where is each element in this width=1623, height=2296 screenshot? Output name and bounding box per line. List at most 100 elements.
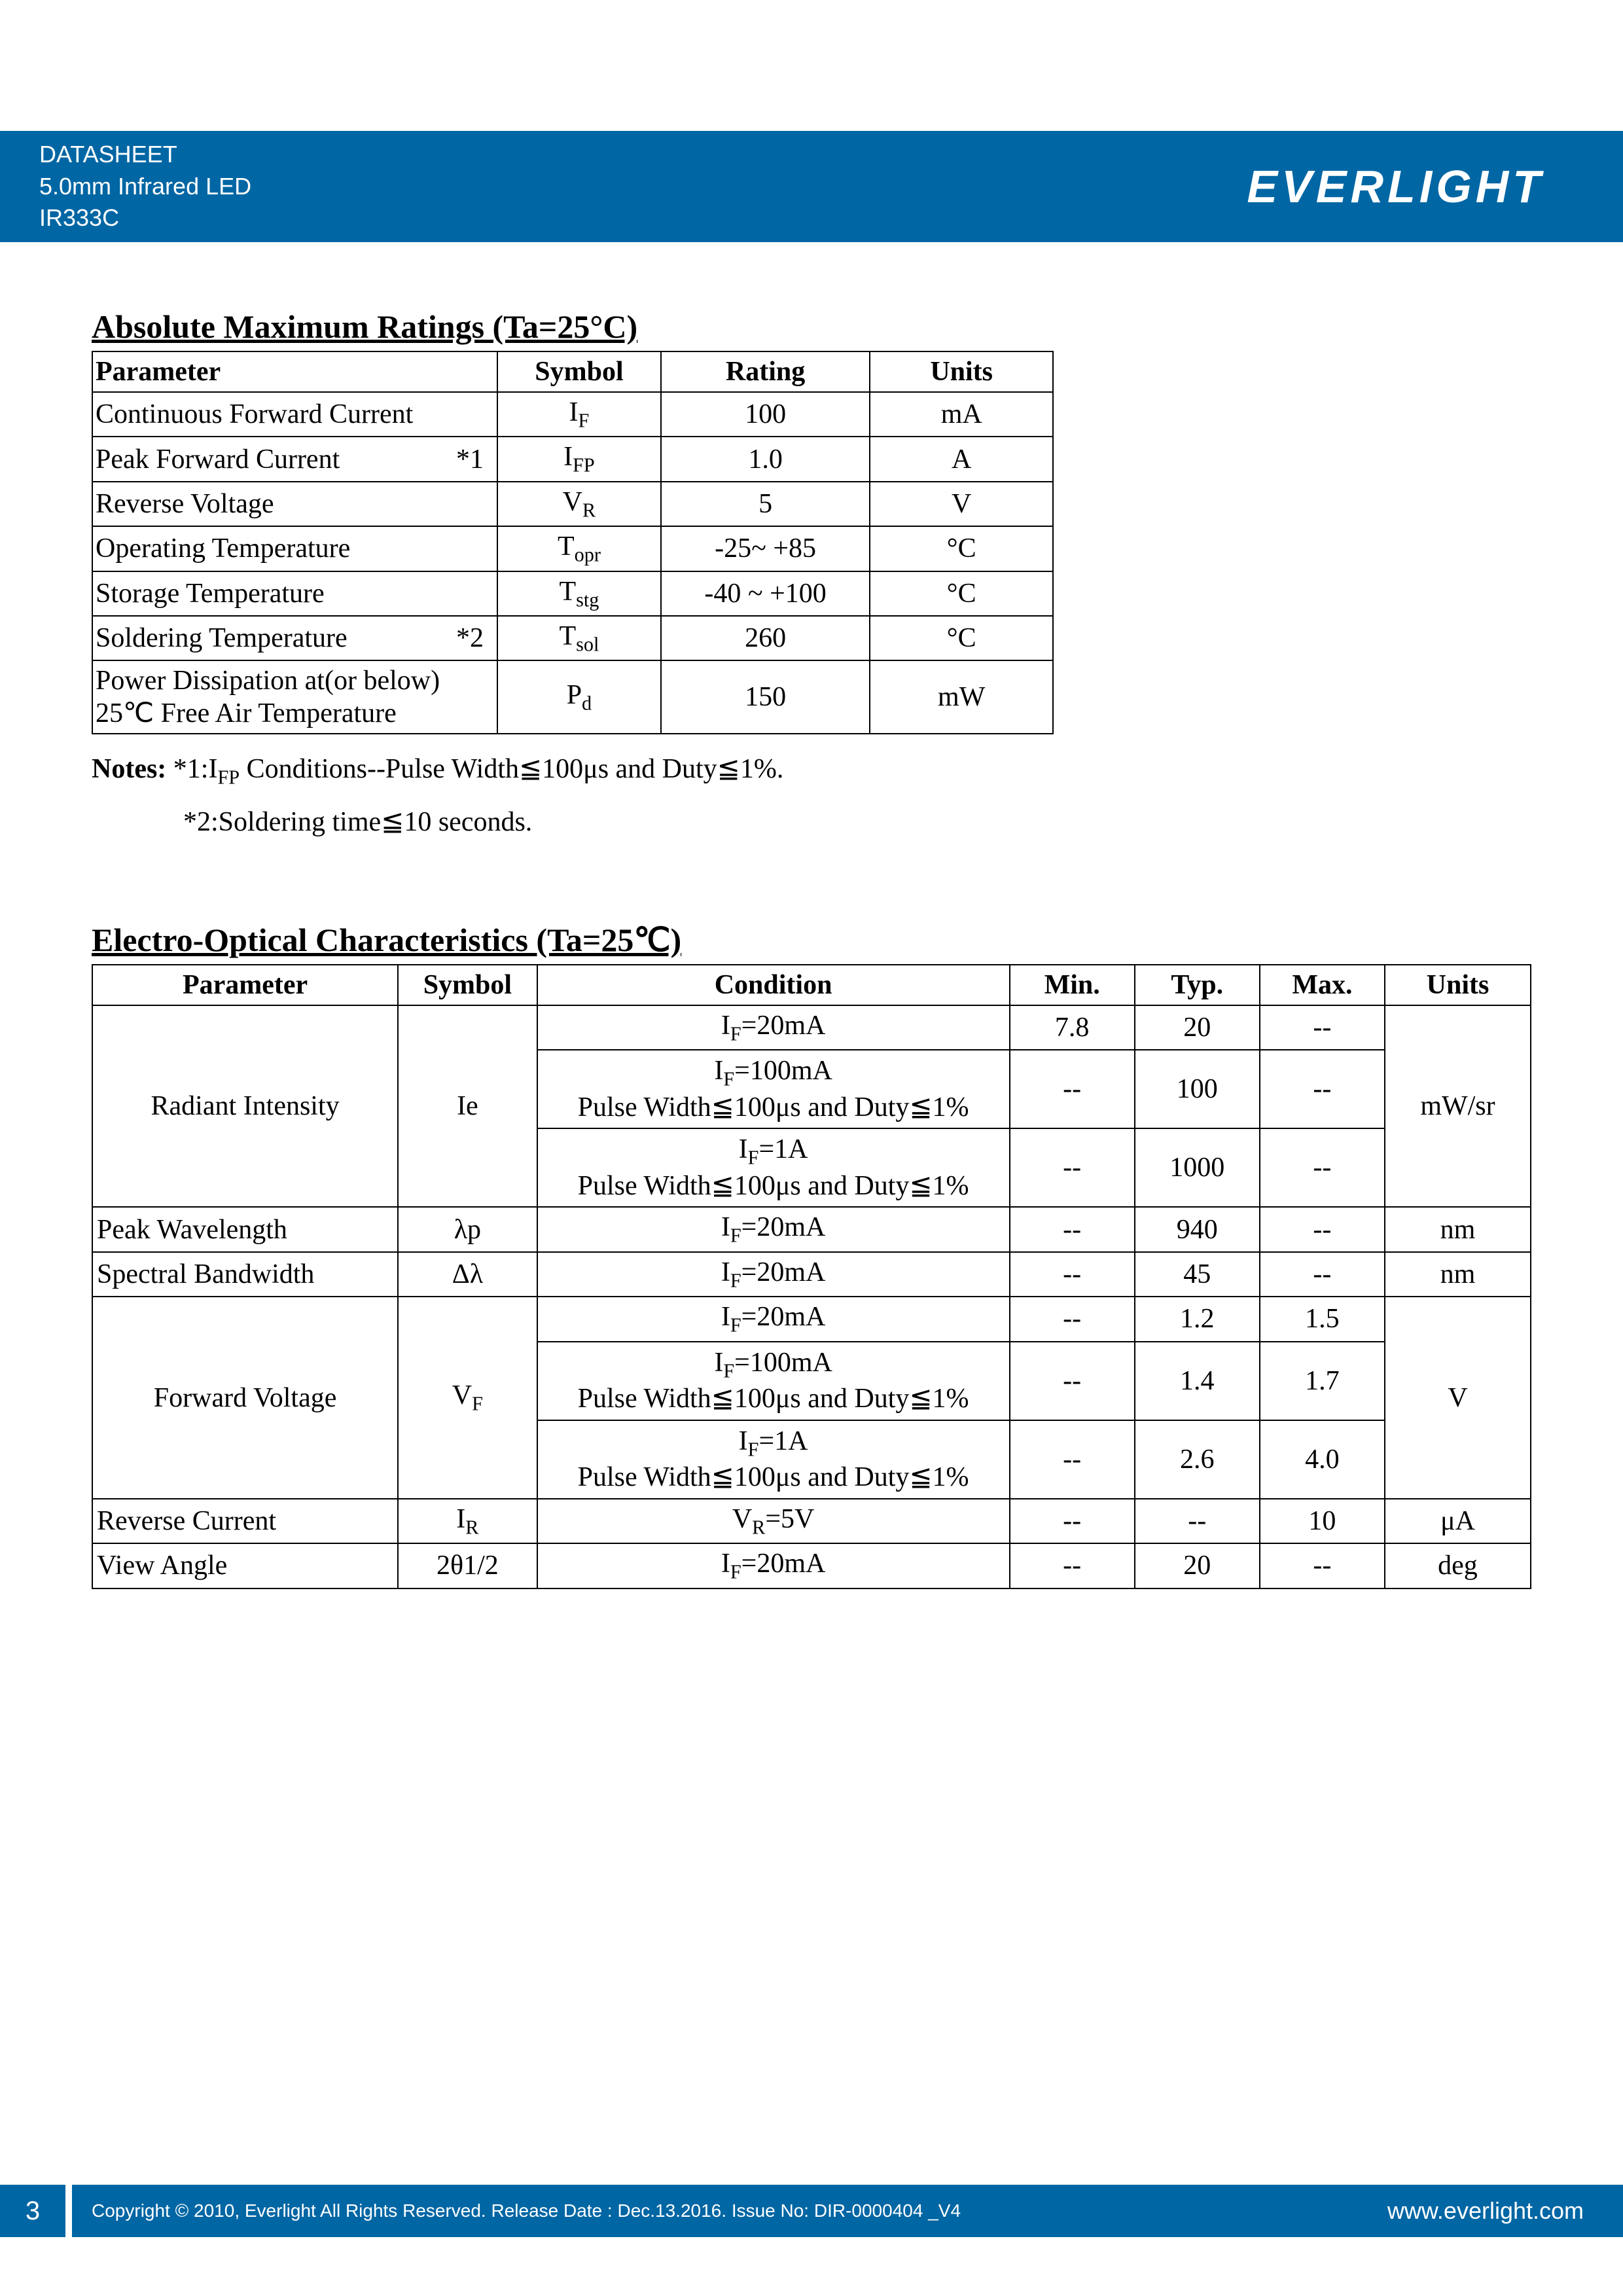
cell-condition: IF=1APulse Width≦100μs and Duty≦1% — [537, 1128, 1010, 1207]
cell-condition: IF=100mAPulse Width≦100μs and Duty≦1% — [537, 1342, 1010, 1420]
table-row: View Angle2θ1/2IF=20mA--20--deg — [92, 1543, 1531, 1588]
col-parameter: Parameter — [92, 965, 398, 1005]
footer-copyright: Copyright © 2010, Everlight All Rights R… — [92, 2200, 961, 2221]
col-parameter: Parameter — [92, 351, 497, 392]
cell-parameter: Forward Voltage — [92, 1297, 398, 1499]
cell-units: nm — [1385, 1207, 1531, 1251]
cell-symbol: Pd — [497, 660, 661, 734]
cell-symbol: Ie — [398, 1005, 537, 1208]
cell-typ: -- — [1135, 1499, 1260, 1543]
table-row: Storage TemperatureTstg-40 ~ +100°C — [92, 571, 1053, 616]
col-units: Units — [870, 351, 1053, 392]
cell-symbol: λp — [398, 1207, 537, 1251]
table-row: Forward VoltageVFIF=20mA--1.21.5V — [92, 1297, 1531, 1341]
cell-units: mW — [870, 660, 1053, 734]
cell-parameter: Radiant Intensity — [92, 1005, 398, 1208]
cell-min: -- — [1010, 1543, 1135, 1588]
cell-rating: 100 — [661, 392, 870, 437]
cell-symbol: Δλ — [398, 1252, 537, 1297]
cell-condition: IF=1APulse Width≦100μs and Duty≦1% — [537, 1420, 1010, 1499]
footer-bar: Copyright © 2010, Everlight All Rights R… — [72, 2185, 1623, 2237]
cell-typ: 1.2 — [1135, 1297, 1260, 1341]
cell-min: -- — [1010, 1050, 1135, 1128]
cell-max: 4.0 — [1260, 1420, 1385, 1499]
abs-max-ratings-table: Parameter Symbol Rating Units Continuous… — [92, 351, 1054, 734]
note-1-sub: FP — [217, 766, 240, 789]
cell-condition: IF=20mA — [537, 1297, 1010, 1341]
page-content: Absolute Maximum Ratings (Ta=25°C) Param… — [92, 308, 1531, 1589]
cell-min: -- — [1010, 1420, 1135, 1499]
table-header-row: Parameter Symbol Rating Units — [92, 351, 1053, 392]
cell-typ: 20 — [1135, 1543, 1260, 1588]
cell-min: -- — [1010, 1297, 1135, 1341]
table-row: Power Dissipation at(or below) 25℃ Free … — [92, 660, 1053, 734]
cell-typ: 100 — [1135, 1050, 1260, 1128]
cell-units: °C — [870, 571, 1053, 616]
cell-rating: -25~ +85 — [661, 526, 870, 571]
header-bar: DATASHEET 5.0mm Infrared LED IR333C EVER… — [0, 131, 1623, 242]
cell-parameter: Reverse Current — [92, 1499, 398, 1543]
cell-min: 7.8 — [1010, 1005, 1135, 1050]
cell-units: mA — [870, 392, 1053, 437]
cell-typ: 45 — [1135, 1252, 1260, 1297]
cell-max: -- — [1260, 1543, 1385, 1588]
col-condition: Condition — [537, 965, 1010, 1005]
section-a-notes: Notes: *1:IFP Conditions--Pulse Width≦10… — [92, 744, 1531, 849]
table-row: Radiant IntensityIeIF=20mA7.820--mW/sr — [92, 1005, 1531, 1050]
section-a-title: Absolute Maximum Ratings (Ta=25°C) — [92, 308, 1531, 346]
table-header-row: Parameter Symbol Condition Min. Typ. Max… — [92, 965, 1531, 1005]
cell-condition: VR=5V — [537, 1499, 1010, 1543]
electro-optical-table: Parameter Symbol Condition Min. Typ. Max… — [92, 964, 1531, 1589]
header-line1: DATASHEET — [39, 139, 251, 171]
cell-parameter: Soldering Temperature*2 — [92, 616, 497, 660]
cell-condition: IF=20mA — [537, 1005, 1010, 1050]
cell-symbol: IFP — [497, 437, 661, 481]
col-units: Units — [1385, 965, 1531, 1005]
cell-parameter: Power Dissipation at(or below) 25℃ Free … — [92, 660, 497, 734]
cell-units: mW/sr — [1385, 1005, 1531, 1208]
cell-rating: -40 ~ +100 — [661, 571, 870, 616]
cell-symbol: Tstg — [497, 571, 661, 616]
page-number: 3 — [0, 2185, 65, 2237]
cell-parameter: Spectral Bandwidth — [92, 1252, 398, 1297]
cell-min: -- — [1010, 1252, 1135, 1297]
cell-rating: 5 — [661, 482, 870, 526]
cell-parameter: Continuous Forward Current — [92, 392, 497, 437]
table-row: Soldering Temperature*2Tsol260°C — [92, 616, 1053, 660]
cell-parameter: Peak Forward Current*1 — [92, 437, 497, 481]
page-footer: 3 Copyright © 2010, Everlight All Rights… — [0, 2185, 1623, 2237]
table-row: Reverse VoltageVR5V — [92, 482, 1053, 526]
note-1-rest: Conditions--Pulse Width≦100μs and Duty≦1… — [240, 754, 783, 784]
cell-max: -- — [1260, 1252, 1385, 1297]
table-row: Continuous Forward CurrentIF100mA — [92, 392, 1053, 437]
cell-parameter: Operating Temperature — [92, 526, 497, 571]
cell-max: -- — [1260, 1005, 1385, 1050]
cell-units: V — [1385, 1297, 1531, 1499]
cell-typ: 20 — [1135, 1005, 1260, 1050]
brand-logo: EVERLIGHT — [1247, 160, 1544, 213]
cell-condition: IF=20mA — [537, 1543, 1010, 1588]
cell-units: V — [870, 482, 1053, 526]
cell-symbol: IF — [497, 392, 661, 437]
cell-symbol: Topr — [497, 526, 661, 571]
note-1-part1: *1:I — [173, 754, 218, 784]
col-min: Min. — [1010, 965, 1135, 1005]
cell-typ: 1000 — [1135, 1128, 1260, 1207]
cell-units: °C — [870, 526, 1053, 571]
cell-min: -- — [1010, 1207, 1135, 1251]
cell-typ: 2.6 — [1135, 1420, 1260, 1499]
footer-url: www.everlight.com — [1387, 2197, 1584, 2225]
col-symbol: Symbol — [497, 351, 661, 392]
cell-max: 1.7 — [1260, 1342, 1385, 1420]
cell-units: deg — [1385, 1543, 1531, 1588]
cell-symbol: VF — [398, 1297, 537, 1499]
cell-rating: 150 — [661, 660, 870, 734]
cell-max: 1.5 — [1260, 1297, 1385, 1341]
cell-symbol: Tsol — [497, 616, 661, 660]
header-line3: IR333C — [39, 202, 251, 234]
section-b-title: Electro-Optical Characteristics (Ta=25℃) — [92, 921, 1531, 959]
cell-units: μA — [1385, 1499, 1531, 1543]
cell-typ: 1.4 — [1135, 1342, 1260, 1420]
cell-parameter: Reverse Voltage — [92, 482, 497, 526]
cell-max: -- — [1260, 1050, 1385, 1128]
